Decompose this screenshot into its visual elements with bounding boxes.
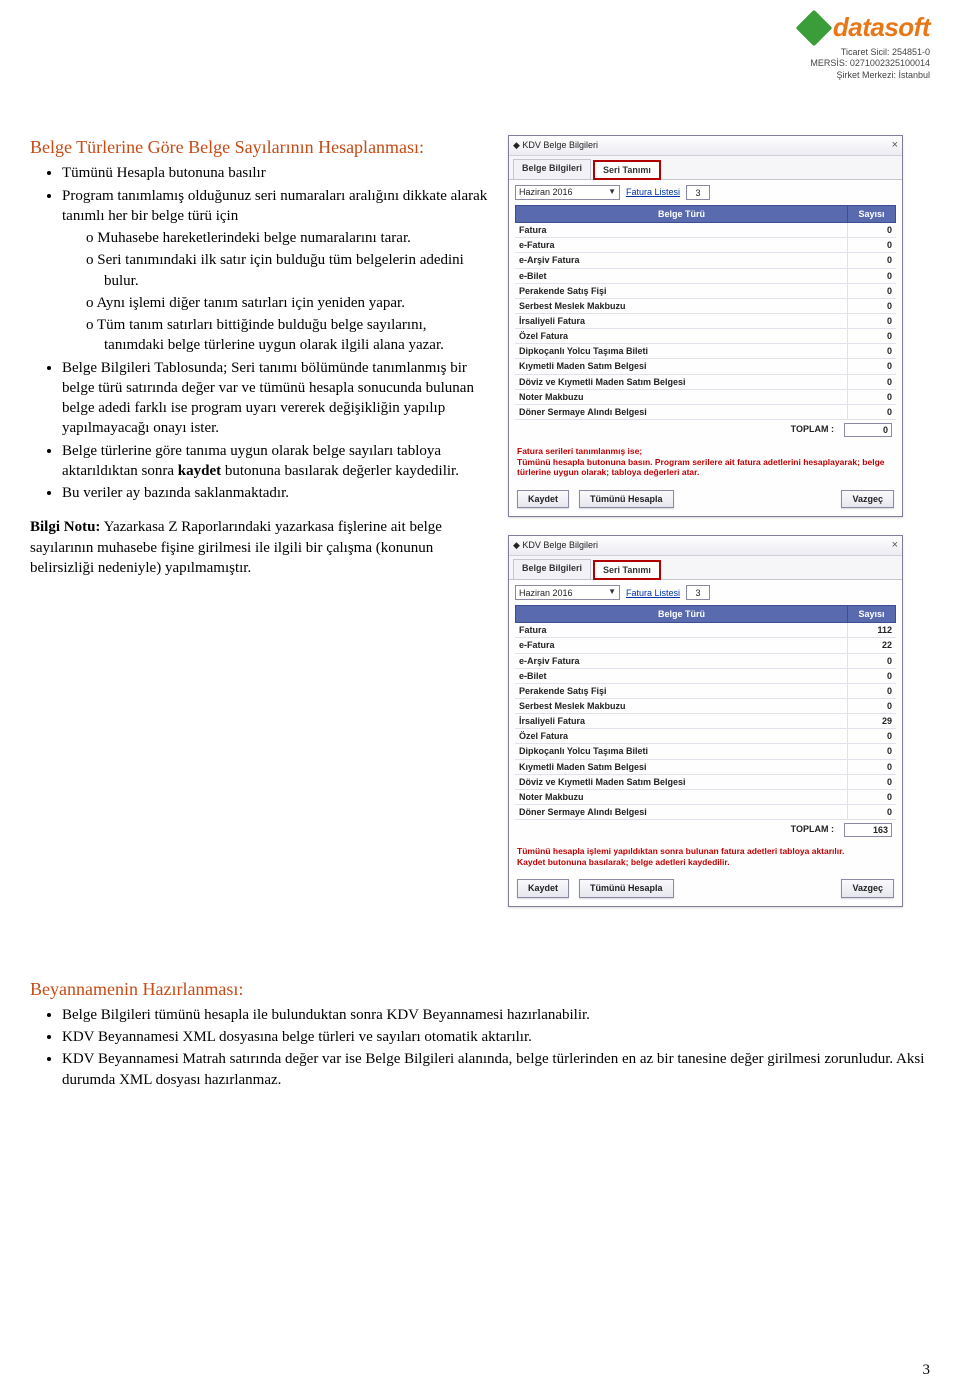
table-row: e-Bilet0 — [515, 669, 896, 684]
bullet-list: Tümünü Hesapla butonuna basılır Program … — [30, 163, 490, 503]
table-row: Fatura0 — [515, 223, 896, 238]
bullet: KDV Beyannamesi Matrah satırında değer v… — [62, 1049, 930, 1090]
table-row: Özel Fatura0 — [515, 329, 896, 344]
sub-list: Muhasebe hareketlerindeki belge numarala… — [62, 228, 490, 356]
tab-seri[interactable]: Seri Tanımı — [593, 160, 661, 180]
table-row: İrsaliyeli Fatura29 — [515, 714, 896, 729]
kaydet-button[interactable]: Kaydet — [517, 490, 569, 508]
period-dropdown[interactable]: Haziran 2016 ▼ — [515, 185, 620, 200]
sub-bullet: Muhasebe hareketlerindeki belge numarala… — [86, 228, 490, 248]
col-header: Belge Türü — [515, 205, 848, 223]
window-titlebar: ◆ KDV Belge Bilgileri × — [509, 536, 902, 556]
tumunu-hesapla-button[interactable]: Tümünü Hesapla — [579, 490, 674, 508]
screenshots-column: ◆ KDV Belge Bilgileri × Belge Bilgileri … — [508, 135, 903, 907]
table-row: Kıymetli Maden Satım Belgesi0 — [515, 359, 896, 374]
table-row: e-Bilet0 — [515, 269, 896, 284]
kdv-window-2: ◆ KDV Belge Bilgileri × Belge Bilgileri … — [508, 535, 903, 906]
table-row: Dipkoçanlı Yolcu Taşıma Bileti0 — [515, 744, 896, 759]
tab-belge[interactable]: Belge Bilgileri — [513, 559, 591, 579]
logo-text: datasoft — [833, 10, 930, 45]
window-titlebar: ◆ KDV Belge Bilgileri × — [509, 136, 902, 156]
table-row: Dipkoçanlı Yolcu Taşıma Bileti0 — [515, 344, 896, 359]
bullet: Program tanımlamış olduğunuz seri numara… — [62, 186, 490, 356]
warning-note: Fatura serileri tanımlanmış ise; Tümünü … — [509, 440, 902, 484]
table-row: Serbest Meslek Makbuzu0 — [515, 299, 896, 314]
bullet: Belge Bilgileri Tablosunda; Seri tanımı … — [62, 358, 490, 439]
warning-note: Tümünü hesapla işlemi yapıldıktan sonra … — [509, 840, 902, 873]
table-row: İrsaliyeli Fatura0 — [515, 314, 896, 329]
tab-bar: Belge Bilgileri Seri Tanımı — [509, 556, 902, 580]
meta-line: Ticaret Sicil: 254851-0 — [801, 47, 930, 58]
table-row: Fatura112 — [515, 623, 896, 638]
table-row: Döviz ve Kıymetli Maden Satım Belgesi0 — [515, 375, 896, 390]
table-2: Belge Türü Sayısı Fatura112e-Fatura22e-A… — [509, 605, 902, 840]
table-row: Döviz ve Kıymetli Maden Satım Belgesi0 — [515, 775, 896, 790]
info-note: Bilgi Notu: Yazarkasa Z Raporlarındaki y… — [30, 517, 490, 578]
button-row: Kaydet Tümünü Hesapla Vazgeç — [509, 873, 902, 905]
col-header: Belge Türü — [515, 605, 848, 623]
tab-bar: Belge Bilgileri Seri Tanımı — [509, 156, 902, 180]
kdv-window-1: ◆ KDV Belge Bilgileri × Belge Bilgileri … — [508, 135, 903, 517]
chevron-down-icon: ▼ — [608, 587, 616, 598]
fatura-count: 3 — [686, 185, 710, 200]
sub-bullet: Seri tanımındaki ilk satır için bulduğu … — [86, 250, 490, 291]
table-row: Kıymetli Maden Satım Belgesi0 — [515, 760, 896, 775]
bullet: Belge türlerine göre tanıma uygun olarak… — [62, 441, 490, 482]
company-header: datasoft Ticaret Sicil: 254851-0 MERSİS:… — [801, 10, 930, 81]
toplam-value: 163 — [844, 823, 892, 837]
section-title: Belge Türlerine Göre Belge Sayılarının H… — [30, 135, 490, 159]
vazgec-button[interactable]: Vazgeç — [841, 879, 894, 897]
fatura-listesi-link[interactable]: Fatura Listesi — [626, 587, 680, 599]
text-column: Belge Türlerine Göre Belge Sayılarının H… — [30, 135, 490, 578]
company-meta: Ticaret Sicil: 254851-0 MERSİS: 02710023… — [801, 47, 930, 81]
table-row: Döner Sermaye Alındı Belgesi0 — [515, 805, 896, 820]
bullet: KDV Beyannamesi XML dosyasına belge türl… — [62, 1027, 930, 1047]
table-row: Noter Makbuzu0 — [515, 390, 896, 405]
bullet-list: Belge Bilgileri tümünü hesapla ile bulun… — [30, 1005, 930, 1090]
fatura-listesi-link[interactable]: Fatura Listesi — [626, 186, 680, 198]
table-row: Perakende Satış Fişi0 — [515, 284, 896, 299]
meta-line: Şirket Merkezi: İstanbul — [801, 70, 930, 81]
table-row: Serbest Meslek Makbuzu0 — [515, 699, 896, 714]
table-row: Özel Fatura0 — [515, 729, 896, 744]
filter-row: Haziran 2016 ▼ Fatura Listesi 3 — [509, 180, 902, 205]
sub-bullet: Tüm tanım satırları bittiğinde bulduğu b… — [86, 315, 490, 356]
period-dropdown[interactable]: Haziran 2016 ▼ — [515, 585, 620, 600]
table-row: Perakende Satış Fişi0 — [515, 684, 896, 699]
section-title: Beyannamenin Hazırlanması: — [30, 977, 930, 1001]
page-number: 3 — [923, 1360, 931, 1380]
close-icon[interactable]: × — [892, 538, 898, 553]
table-row: e-Arşiv Fatura0 — [515, 253, 896, 268]
sub-bullet: Aynı işlemi diğer tanım satırları için y… — [86, 293, 490, 313]
table-row: e-Fatura0 — [515, 238, 896, 253]
tumunu-hesapla-button[interactable]: Tümünü Hesapla — [579, 879, 674, 897]
bullet: Tümünü Hesapla butonuna basılır — [62, 163, 490, 183]
bullet: Belge Bilgileri tümünü hesapla ile bulun… — [62, 1005, 930, 1025]
bullet: Bu veriler ay bazında saklanmaktadır. — [62, 483, 490, 503]
filter-row: Haziran 2016 ▼ Fatura Listesi 3 — [509, 580, 902, 605]
tab-belge[interactable]: Belge Bilgileri — [513, 159, 591, 179]
table-row: e-Arşiv Fatura0 — [515, 654, 896, 669]
table-row: Noter Makbuzu0 — [515, 790, 896, 805]
chevron-down-icon: ▼ — [608, 187, 616, 198]
logo-diamond-icon — [795, 9, 832, 46]
vazgec-button[interactable]: Vazgeç — [841, 490, 894, 508]
tab-seri[interactable]: Seri Tanımı — [593, 560, 661, 580]
table-row: e-Fatura22 — [515, 638, 896, 653]
button-row: Kaydet Tümünü Hesapla Vazgeç — [509, 484, 902, 516]
kaydet-button[interactable]: Kaydet — [517, 879, 569, 897]
close-icon[interactable]: × — [892, 138, 898, 153]
meta-line: MERSİS: 0271002325100014 — [801, 58, 930, 69]
col-header: Sayısı — [848, 605, 896, 623]
table-row: Döner Sermaye Alındı Belgesi0 — [515, 405, 896, 420]
table-1: Belge Türü Sayısı Fatura0e-Fatura0e-Arşi… — [509, 205, 902, 440]
toplam-value: 0 — [844, 423, 892, 437]
section-2: Beyannamenin Hazırlanması: Belge Bilgile… — [30, 977, 930, 1090]
col-header: Sayısı — [848, 205, 896, 223]
fatura-count: 3 — [686, 585, 710, 600]
logo: datasoft — [801, 10, 930, 45]
